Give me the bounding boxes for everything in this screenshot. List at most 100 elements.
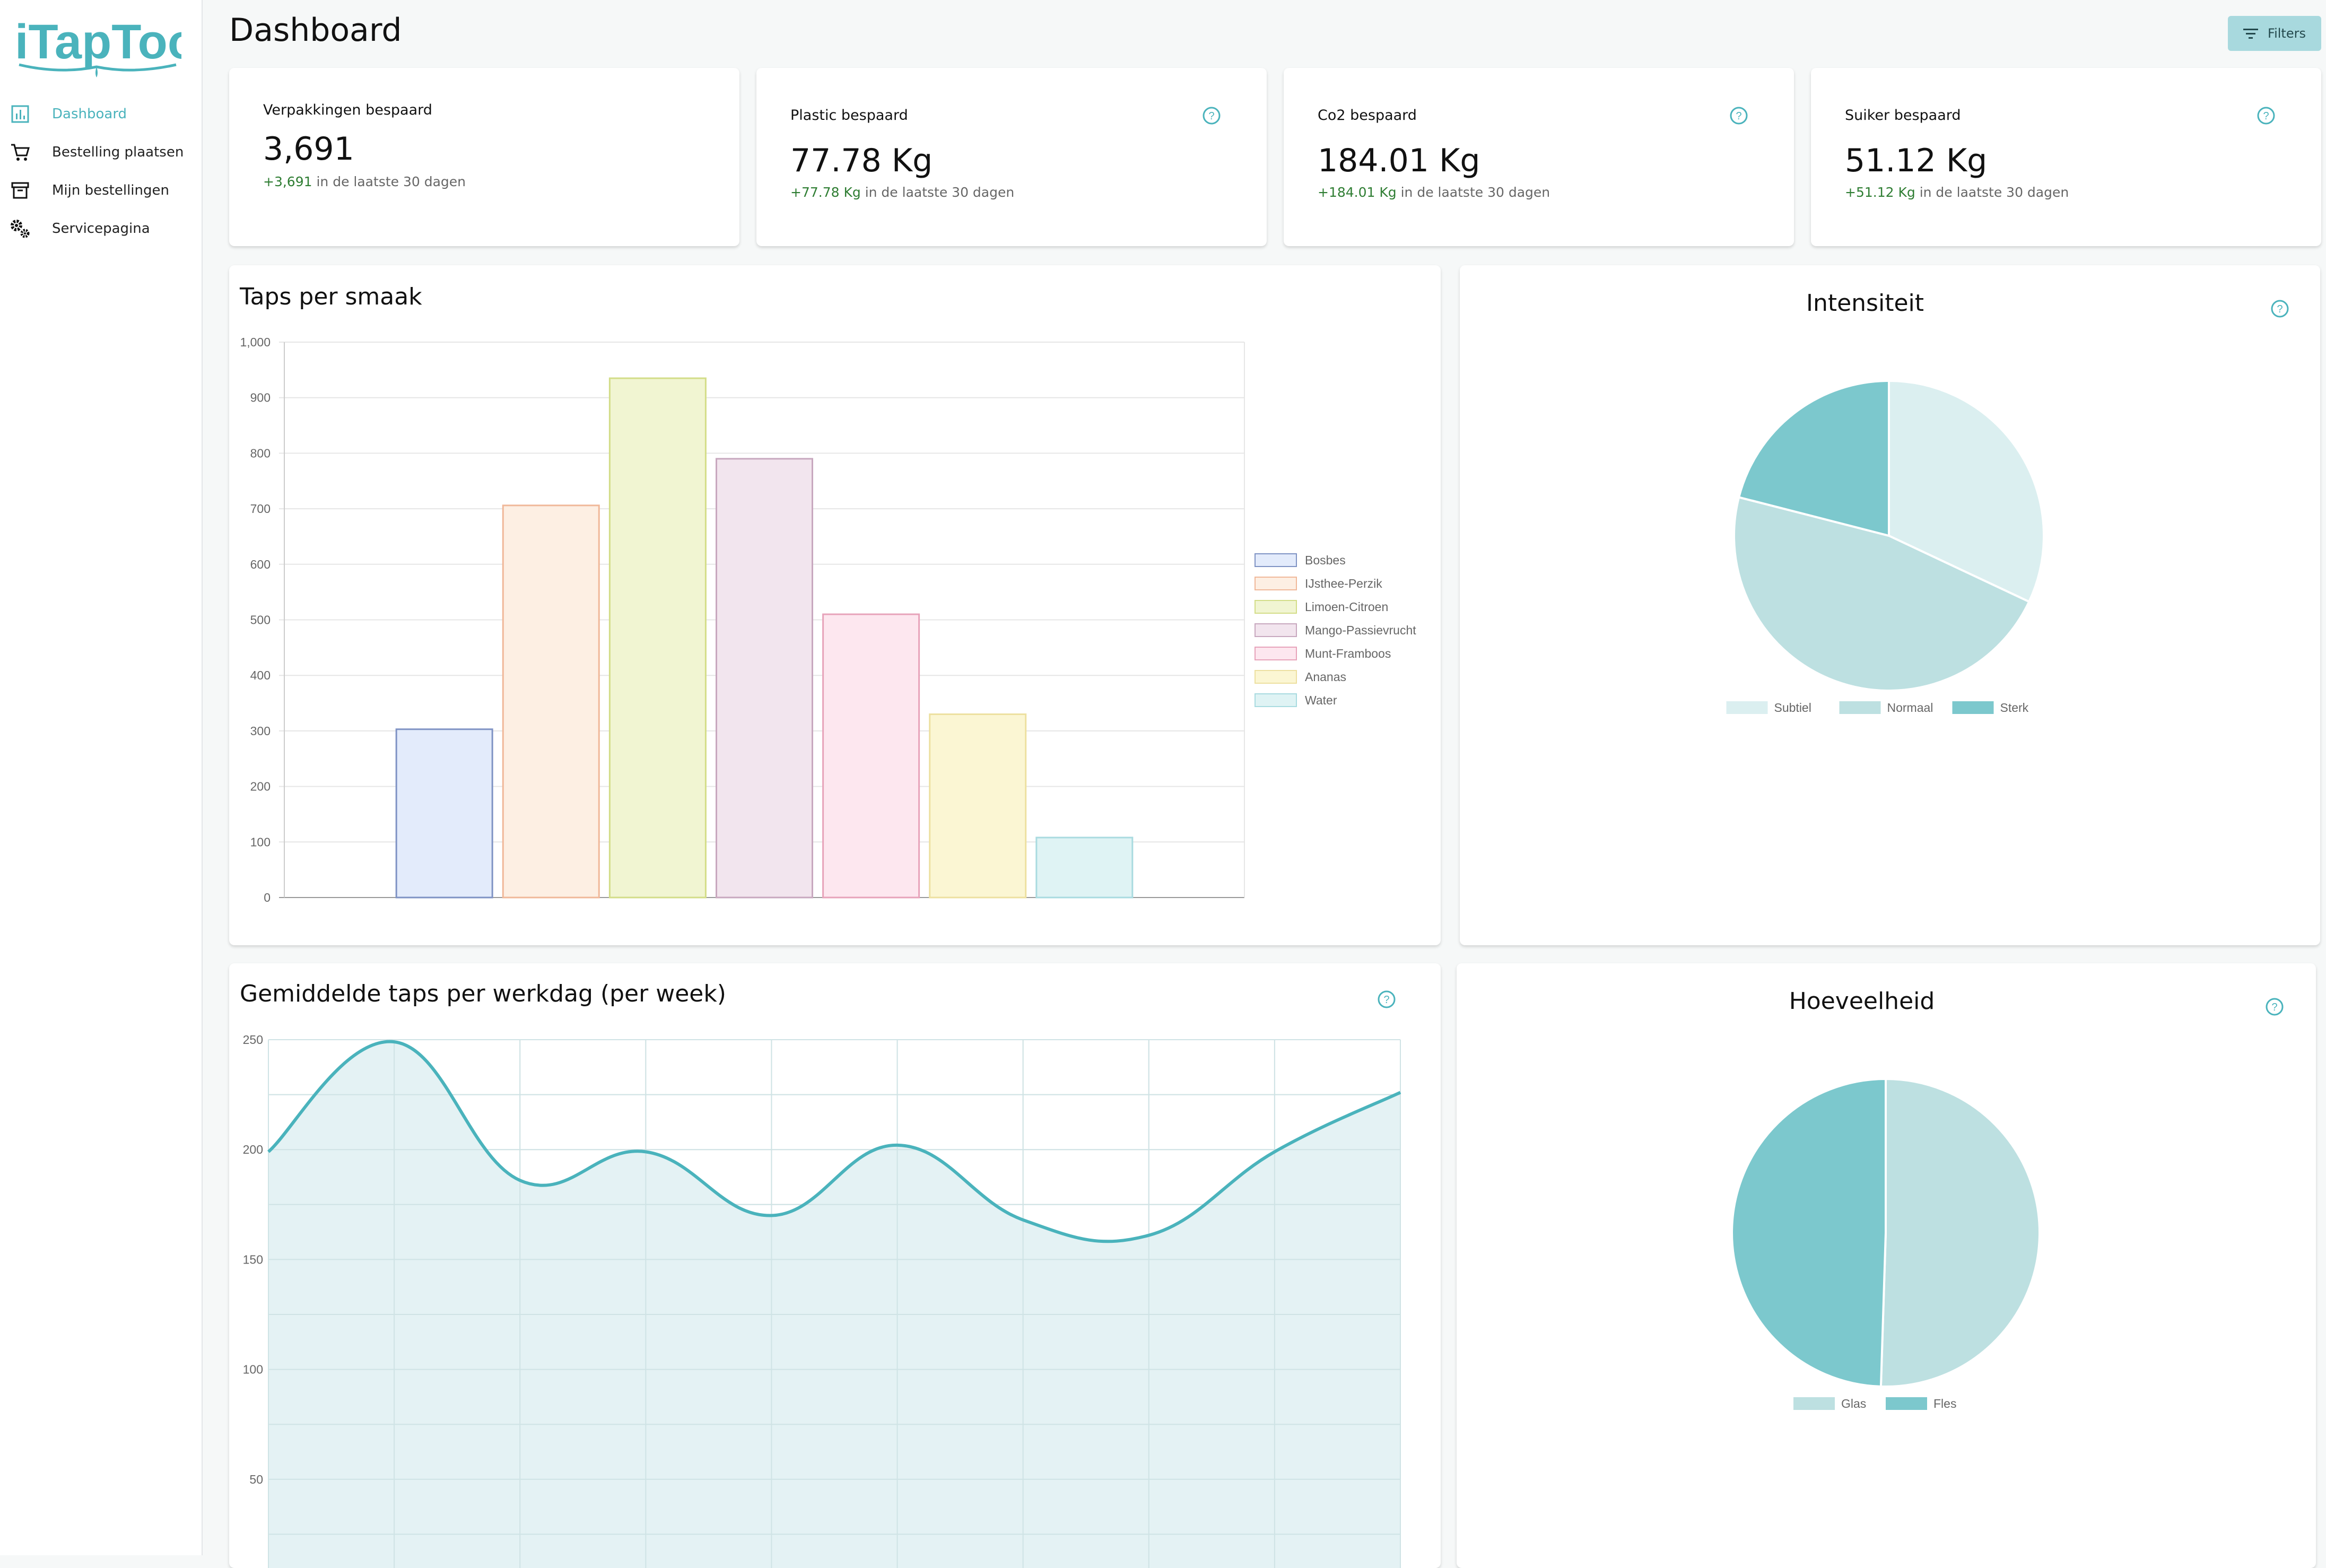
stat-delta-suffix: in de laatste 30 dagen [316, 174, 466, 189]
legend-swatch [1255, 647, 1297, 660]
legend-swatch [1255, 600, 1297, 614]
stat-delta-suffix: in de laatste 30 dagen [1919, 185, 2069, 200]
legend-swatch [1839, 701, 1881, 714]
pie-chart-hoeveelheid: Glas Fles [1731, 1077, 2041, 1410]
y-tick-label: 400 [250, 668, 271, 682]
bar-limoen-citroen [608, 377, 707, 899]
sidebar-item-label: Dashboard [52, 106, 127, 122]
chart-card-taps-per-smaak: Taps per smaak 0 100 200 300 400 500 600 700 800… [229, 265, 1441, 945]
help-icon[interactable]: ? [2270, 299, 2289, 318]
archive-icon [10, 180, 31, 201]
legend-label: Limoen-Citroen [1305, 600, 1388, 614]
itaptoo-logo[interactable]: iTapToo [12, 12, 181, 81]
sidebar: iTapToo Dashboard Bestelling plaatsen Mi… [0, 0, 203, 1555]
pie-slice-normaal [1733, 495, 2031, 692]
pie-slice-sterk [1737, 379, 1890, 537]
pie-slice-subtiel [1888, 379, 2045, 603]
y-tick-label: 100 [250, 835, 271, 849]
legend-swatch [1255, 670, 1297, 684]
svg-text:?: ? [1383, 994, 1389, 1006]
stat-card-verpakkingen: Verpakkingen bespaard 3,691 +3,691 in de… [229, 68, 739, 246]
stat-value: 77.78 Kg [790, 142, 933, 179]
sidebar-item-label: Bestelling plaatsen [52, 144, 184, 160]
sidebar-item-label: Servicepagina [52, 221, 150, 237]
area-fill [268, 1041, 1400, 1568]
help-icon[interactable]: ? [2265, 997, 2284, 1016]
y-tick-label: 800 [250, 446, 271, 460]
page-title: Dashboard [229, 12, 402, 49]
chart-title: Hoeveelheid [1789, 988, 1935, 1015]
svg-text:?: ? [2263, 110, 2269, 122]
legend-swatch [1255, 577, 1297, 590]
stat-card-plastic: Plastic bespaard 77.78 Kg +77.78 Kg in d… [756, 68, 1267, 246]
y-tick-label: 600 [250, 557, 271, 571]
stat-delta-value: +77.78 Kg [790, 185, 861, 200]
bar-munt-framboos [822, 613, 920, 899]
help-icon[interactable]: ? [1377, 990, 1396, 1009]
legend-swatch [1255, 623, 1297, 637]
svg-text:?: ? [1736, 110, 1741, 122]
legend-label: Mango-Passievrucht [1305, 623, 1416, 637]
legend-swatch [1793, 1397, 1835, 1410]
filter-icon [2243, 29, 2259, 39]
pie-chart-intensiteit: Subtiel Normaal Sterk [1726, 379, 2045, 715]
bar-ananas [929, 713, 1027, 899]
y-tick-label: 200 [250, 780, 271, 794]
legend-label: Water [1305, 693, 1337, 707]
legend-swatch [1952, 701, 1994, 714]
chart-card-taps-per-werkdag: Gemiddelde taps per werkdag (per week) ?… [229, 963, 1441, 1568]
y-tick-label: 900 [250, 391, 271, 405]
stat-delta: +184.01 Kg in de laatste 30 dagen [1318, 185, 1550, 200]
y-tick-label: 50 [249, 1473, 263, 1486]
sidebar-item-dashboard[interactable]: Dashboard [10, 101, 127, 127]
filters-button[interactable]: Filters [2228, 16, 2321, 51]
legend-swatch [1726, 701, 1768, 714]
stat-delta: +51.12 Kg in de laatste 30 dagen [1845, 185, 2069, 200]
svg-text:?: ? [2277, 303, 2283, 315]
logo-text: iTapToo [15, 15, 181, 69]
y-tick-label: 250 [243, 1033, 263, 1047]
stat-label: Verpakkingen bespaard [263, 102, 432, 118]
stat-card-suiker: Suiker bespaard 51.12 Kg +51.12 Kg in de… [1811, 68, 2321, 246]
stat-label: Suiker bespaard [1845, 107, 1961, 124]
sidebar-item-servicepagina[interactable]: Servicepagina [10, 215, 150, 242]
legend-label: Munt-Framboos [1305, 647, 1391, 660]
cart-icon [10, 142, 31, 163]
bar-bosbes [395, 728, 493, 899]
chart-title: Gemiddelde taps per werkdag (per week) [240, 980, 726, 1007]
help-icon[interactable]: ? [2257, 106, 2276, 125]
legend-label: Ananas [1305, 670, 1346, 684]
y-tick-label: 0 [264, 891, 271, 904]
sidebar-item-label: Mijn bestellingen [52, 182, 169, 198]
legend-label: Subtiel [1774, 701, 1811, 715]
chart-card-hoeveelheid: Hoeveelheid ? Glas Fles [1457, 963, 2316, 1568]
y-tick-label: 200 [243, 1143, 263, 1156]
legend-label: Glas [1841, 1397, 1866, 1410]
legend-swatch [1255, 553, 1297, 567]
gears-icon [10, 218, 31, 239]
area-chart: 50 100 150 200 250 [243, 1033, 1401, 1568]
stat-delta: +3,691 in de laatste 30 dagen [263, 174, 466, 189]
sidebar-item-mijn-bestellingen[interactable]: Mijn bestellingen [10, 177, 169, 204]
svg-text:?: ? [2271, 1001, 2277, 1013]
stat-value: 184.01 Kg [1318, 142, 1480, 179]
stat-delta-suffix: in de laatste 30 dagen [865, 185, 1015, 200]
y-tick-label: 300 [250, 724, 271, 738]
help-icon[interactable]: ? [1202, 106, 1221, 125]
stat-value: 3,691 [263, 130, 354, 168]
y-tick-label: 1,000 [240, 335, 271, 349]
svg-text:?: ? [1208, 110, 1214, 122]
legend-label: Bosbes [1305, 553, 1346, 567]
bar-water [1035, 837, 1134, 899]
chart-title: Intensiteit [1806, 290, 1924, 317]
area-line [267, 1040, 1401, 1243]
stat-delta-suffix: in de laatste 30 dagen [1400, 185, 1550, 200]
legend-swatch [1255, 693, 1297, 707]
y-tick-label: 700 [250, 502, 271, 516]
chart-title: Taps per smaak [240, 283, 422, 310]
help-icon[interactable]: ? [1729, 106, 1748, 125]
sidebar-item-bestelling-plaatsen[interactable]: Bestelling plaatsen [10, 139, 184, 165]
bar-chart: 0 100 200 300 400 500 600 700 800 900 1,000 Bosbes I… [240, 335, 1416, 904]
pie-slice-glas [1879, 1077, 2041, 1388]
legend-label: Sterk [2000, 701, 2029, 715]
